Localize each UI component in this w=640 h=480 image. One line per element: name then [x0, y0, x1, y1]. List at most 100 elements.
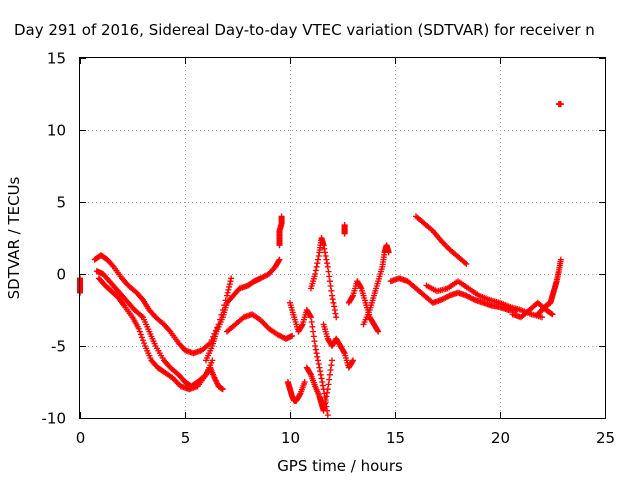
series-afternoon-rise: [360, 242, 392, 328]
data-point: [296, 391, 303, 398]
data-point: [328, 287, 335, 294]
data-point: [136, 328, 143, 335]
data-point: [341, 222, 348, 229]
data-point: [439, 239, 446, 246]
data-point: [312, 267, 319, 274]
x-tick-label: 0: [76, 429, 86, 447]
data-point: [441, 240, 447, 247]
data-point: [329, 296, 336, 303]
tick-labels: 0 5 10 15 20 25 -10 -5 0 5 10 15: [42, 50, 616, 448]
data-point: [313, 350, 320, 357]
data-point: [275, 257, 282, 264]
axis-ticks: [80, 58, 606, 419]
data-point: [340, 349, 347, 355]
data-point: [227, 278, 234, 285]
data-point: [313, 263, 320, 270]
data-point: [324, 386, 331, 393]
data-point: [301, 379, 308, 385]
y-tick-label: -5: [51, 338, 66, 356]
data-point: [326, 278, 333, 285]
data-point: [322, 400, 328, 407]
data-point: [315, 361, 322, 367]
series-evening-band: [423, 278, 545, 321]
data-point: [219, 386, 226, 393]
data-point: [374, 327, 381, 334]
data-point: [350, 357, 356, 364]
data-point: [137, 331, 144, 338]
data-point: [173, 379, 180, 385]
data-point: [314, 353, 321, 360]
data-point: [310, 333, 317, 340]
series-morning-rise: [203, 256, 283, 364]
data-point: [261, 321, 268, 328]
data-point: [315, 253, 322, 259]
data-point: [324, 412, 331, 419]
data-point: [325, 381, 332, 388]
data-point: [326, 273, 333, 280]
data-point: [319, 379, 326, 385]
data-point: [298, 322, 305, 329]
data-point: [317, 368, 324, 375]
series-end-rise: [534, 256, 564, 318]
chart-title: Day 291 of 2016, Sidereal Day-to-day VTE…: [14, 21, 595, 39]
data-point: [549, 311, 556, 318]
data-point: [309, 323, 316, 330]
data-point: [140, 337, 146, 344]
data-point: [385, 249, 392, 256]
data-point: [349, 293, 356, 300]
data-point: [331, 307, 338, 313]
data-point: [330, 299, 337, 306]
data-point: [463, 260, 470, 267]
series-spike-9.6: [276, 213, 285, 249]
x-tick-label: 25: [596, 429, 615, 447]
y-tick-label: 5: [56, 194, 66, 212]
data-point: [321, 404, 328, 411]
data-point: [322, 249, 328, 256]
data-point: [327, 283, 334, 289]
data-point: [278, 213, 285, 220]
data-point: [225, 286, 232, 293]
data-point: [324, 389, 331, 396]
data-point: [307, 370, 314, 377]
data-point: [329, 292, 335, 299]
data-point: [172, 377, 179, 384]
data-point: [321, 245, 328, 252]
data-point: [260, 319, 267, 326]
data-point: [263, 322, 270, 329]
data-point: [324, 263, 331, 270]
x-tick-label: 15: [386, 429, 405, 447]
y-tick-label: 10: [47, 122, 66, 140]
data-point: [135, 325, 142, 332]
data-point: [319, 382, 326, 389]
series-early-lower: [95, 275, 214, 393]
data-point: [228, 275, 235, 282]
data-point: [320, 242, 327, 249]
y-axis-label: SDTVAR / TECUs: [5, 176, 23, 299]
y-tick-label: 0: [56, 266, 66, 284]
data-point: [548, 310, 555, 317]
data-point: [141, 340, 148, 347]
data-point: [289, 332, 296, 339]
x-tick-label: 5: [181, 429, 191, 447]
data-point: [324, 260, 331, 267]
data-point: [442, 242, 449, 249]
series-tail-a: [207, 364, 226, 393]
x-tick-label: 10: [281, 429, 300, 447]
data-point: [276, 256, 283, 263]
data-point: [226, 283, 233, 290]
data-point: [331, 303, 338, 310]
data-point: [557, 256, 564, 263]
data-point: [175, 380, 181, 387]
series-spike-12.6: [341, 222, 348, 237]
grid-lines: [80, 58, 605, 418]
data-point: [317, 371, 324, 378]
series-storm-a: [287, 299, 331, 419]
data-point: [328, 362, 335, 369]
data-point: [323, 256, 330, 263]
data-point: [307, 313, 314, 319]
data-point: [224, 289, 231, 296]
data-points: [77, 101, 564, 419]
data-point: [308, 314, 314, 321]
data-point: [166, 327, 173, 334]
